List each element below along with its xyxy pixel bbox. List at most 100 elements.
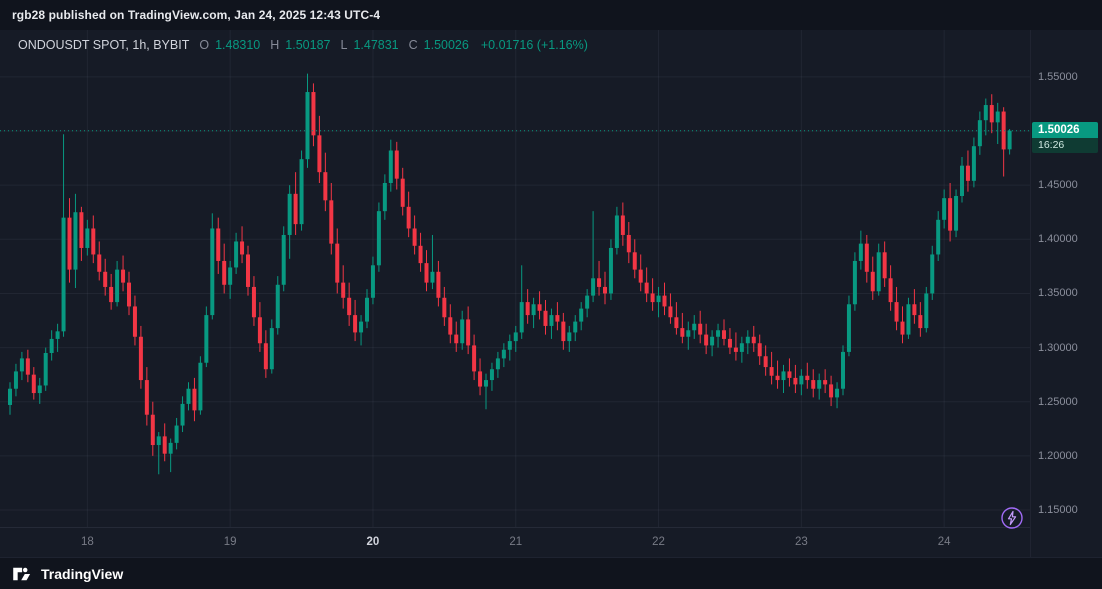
time-axis[interactable]: 18 19 20 21 22 23 24: [0, 527, 1030, 558]
candle-body: [376, 211, 381, 266]
candle-body: [418, 245, 423, 264]
symbol-title[interactable]: ONDOUSDT SPOT, 1h, BYBIT: [18, 38, 190, 52]
candle-body: [1007, 130, 1012, 150]
candle-body: [549, 315, 554, 326]
candle-body: [573, 321, 578, 333]
candle-body: [222, 260, 227, 285]
candle-body: [79, 212, 84, 248]
candle-body: [757, 343, 762, 357]
candle-body: [722, 330, 726, 339]
candle-body: [876, 252, 881, 292]
candle-body: [49, 338, 54, 353]
candle-body: [121, 269, 126, 283]
candle-body: [841, 351, 845, 389]
candle-body: [858, 243, 863, 261]
price-scale-label: 1.35000: [1038, 287, 1078, 300]
candle-body: [85, 228, 90, 248]
candle-body: [900, 321, 905, 335]
candle-body: [543, 310, 548, 326]
tradingview-wordmark[interactable]: TradingView: [41, 565, 124, 582]
symbol-legend[interactable]: ONDOUSDT SPOT, 1h, BYBIT O 1.48310 H 1.501…: [18, 38, 588, 52]
candle-body: [888, 278, 893, 303]
candle-body: [912, 304, 917, 316]
time-scale-label-18: 18: [80, 536, 94, 548]
candle-body: [591, 278, 596, 296]
candle-body: [983, 105, 988, 121]
candle-body: [710, 336, 715, 346]
candle-body: [733, 347, 738, 352]
candle-body: [817, 380, 822, 389]
candle-body: [846, 304, 851, 352]
candle-body: [704, 334, 709, 346]
candle-body: [823, 380, 828, 385]
candle-body: [632, 252, 637, 270]
candle-body: [484, 380, 488, 387]
candle-body: [971, 146, 976, 181]
candle-body: [662, 295, 667, 307]
candle-body: [204, 315, 209, 363]
candle-body: [525, 302, 530, 316]
candle-body: [513, 332, 518, 342]
candle-body: [650, 293, 655, 303]
candle-body: [585, 295, 590, 309]
price-axis[interactable]: 1.50026 16:26 1.550001.500001.450001.400…: [1030, 30, 1102, 557]
last-price-value: 1.50026: [1032, 121, 1098, 138]
candle-body: [835, 388, 840, 398]
time-scale-label-21: 21: [509, 536, 523, 548]
candle-body: [240, 241, 245, 255]
candle-body: [251, 286, 256, 318]
candle-body: [138, 336, 143, 381]
time-scale-label-23: 23: [794, 536, 808, 548]
candle-body: [537, 304, 542, 311]
candle-body: [394, 150, 399, 179]
candle-body: [305, 92, 310, 160]
candle-body: [799, 375, 804, 385]
price-scale-label: 1.25000: [1038, 395, 1078, 408]
candle-body: [347, 297, 352, 316]
candle-body: [55, 331, 60, 339]
candle-body: [698, 323, 703, 335]
candle-body: [43, 352, 48, 386]
candle-body: [739, 343, 744, 352]
candle-body: [597, 278, 602, 287]
candle-body: [805, 375, 810, 381]
candle-body: [478, 371, 483, 387]
tradingview-logo-icon[interactable]: [12, 566, 34, 582]
candle-body: [329, 200, 334, 244]
candle-body: [811, 380, 816, 389]
candle-body: [8, 388, 12, 405]
candle-body: [180, 403, 185, 426]
candle-body: [174, 425, 179, 443]
candle-body: [644, 282, 649, 294]
low-label: L: [340, 38, 348, 52]
candle-body: [168, 442, 173, 454]
candle-body: [263, 343, 268, 370]
candle-body: [156, 436, 161, 446]
candle-body: [323, 172, 328, 201]
candle-body: [620, 215, 625, 235]
footer-bar: TradingView: [0, 557, 1102, 589]
candle-body: [287, 193, 292, 235]
candle-body: [132, 306, 137, 337]
candle-body: [603, 286, 607, 294]
candle-body: [25, 358, 30, 375]
price-scale-label: 1.30000: [1038, 341, 1078, 354]
candle-body: [579, 308, 584, 322]
candle-body: [61, 217, 66, 332]
high-label: H: [270, 38, 280, 52]
candle-body: [192, 388, 197, 411]
candle-body: [519, 302, 524, 333]
candle-body: [489, 369, 494, 381]
candle-body: [948, 198, 953, 231]
candle-body: [109, 286, 114, 303]
candle-body: [751, 336, 756, 344]
candlestick-plot[interactable]: [0, 30, 1030, 527]
lightning-icon[interactable]: [1000, 506, 1024, 530]
candle-body: [769, 367, 774, 376]
candle-body: [567, 332, 572, 342]
candle-body: [561, 321, 566, 342]
candle-body: [674, 317, 679, 329]
candle-body: [400, 178, 405, 207]
chart-container[interactable]: ONDOUSDT SPOT, 1h, BYBIT O 1.48310 H 1.501…: [0, 30, 1102, 557]
candle-body: [97, 254, 102, 272]
